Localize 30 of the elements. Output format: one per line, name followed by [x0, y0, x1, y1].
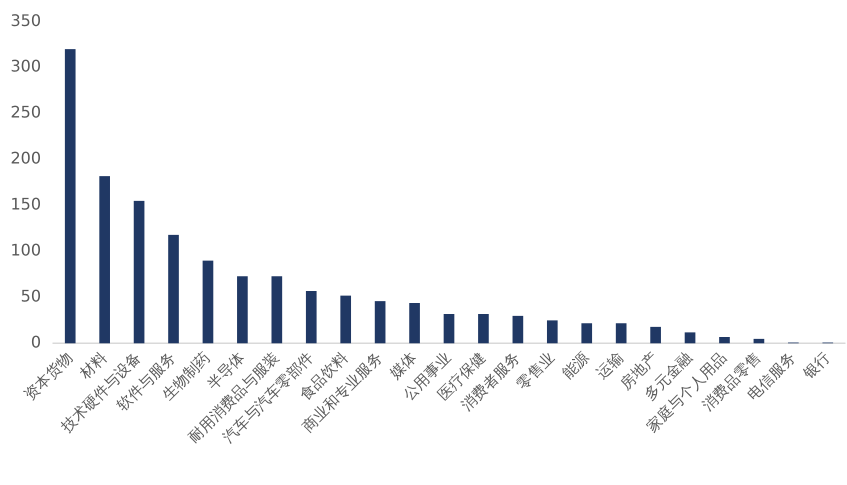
bar: [237, 276, 248, 344]
y-tick-label: 300: [10, 56, 41, 76]
y-tick-label: 200: [10, 148, 41, 168]
y-tick-label: 50: [20, 286, 41, 306]
bar: [306, 291, 317, 344]
bar: [168, 234, 179, 344]
bar: [64, 49, 76, 344]
y-tick-label: 150: [10, 194, 41, 214]
bar: [616, 323, 627, 344]
bar: [581, 323, 592, 344]
y-tick-label: 250: [10, 102, 41, 122]
bar: [478, 314, 489, 344]
bar: [444, 314, 454, 344]
bar: [374, 301, 386, 344]
x-tick-label: 银行: [798, 348, 834, 384]
bar: [99, 176, 110, 344]
bar: [512, 316, 524, 344]
bar: [409, 302, 420, 344]
bar: [719, 336, 730, 344]
bar: [271, 276, 282, 344]
y-tick-label: 100: [10, 240, 41, 260]
bar: [650, 326, 661, 344]
bar: [684, 332, 696, 344]
x-tick-label: 能源: [558, 348, 592, 383]
bar: [340, 296, 352, 344]
bar: [202, 260, 214, 344]
bar: [754, 338, 764, 344]
y-tick-label: 350: [10, 10, 41, 30]
bar: [134, 200, 144, 344]
bar: [546, 320, 558, 344]
